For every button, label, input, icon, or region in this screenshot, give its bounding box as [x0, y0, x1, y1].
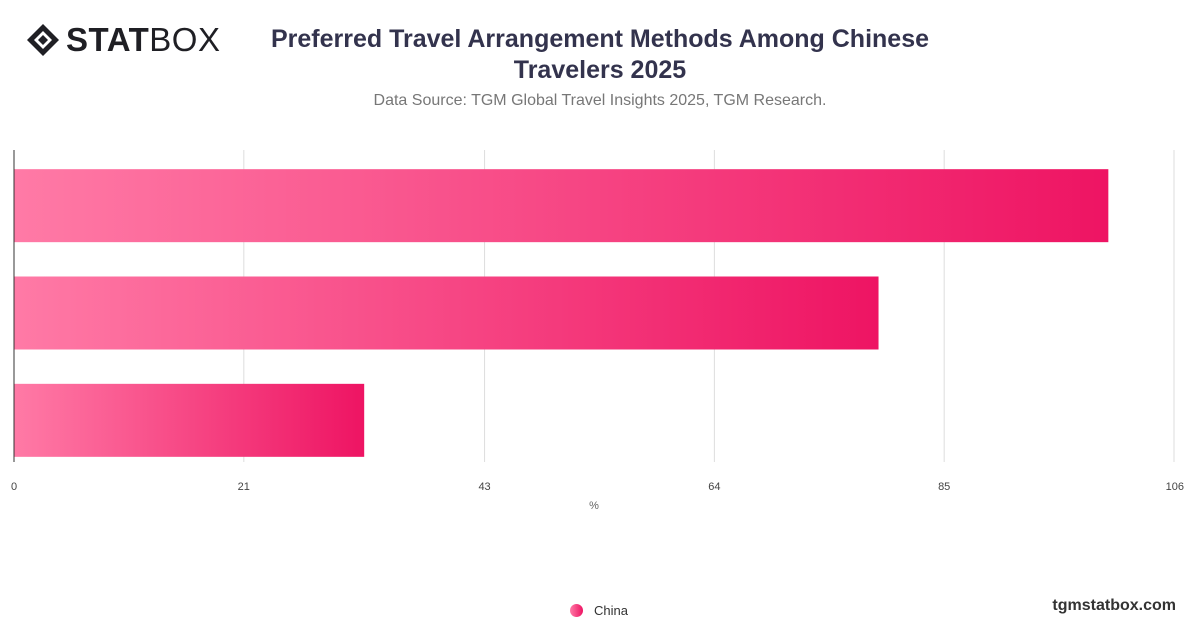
logo-text-bold: STAT: [66, 21, 150, 58]
statbox-diamond-icon: [27, 24, 59, 56]
legend-label-china: China: [594, 603, 628, 618]
legend-marker: [570, 604, 583, 617]
x-axis-title: %: [589, 500, 599, 512]
footer-site-link[interactable]: tgmstatbox.com: [1052, 597, 1176, 614]
x-tick-label-106: 106: [1166, 481, 1184, 493]
logo-text-light: BOX: [149, 21, 221, 58]
chart-subtitle: Data Source: TGM Global Travel Insights …: [373, 92, 827, 109]
x-tick-label-43: 43: [478, 481, 490, 493]
x-tick-label-21: 21: [238, 481, 250, 493]
x-tick-label-0: 0: [11, 481, 17, 493]
bar-1[interactable]: [14, 169, 1109, 243]
bar-2[interactable]: [14, 276, 879, 350]
legend[interactable]: China: [570, 603, 628, 618]
chart-title: Preferred Travel Arrangement Methods Amo…: [270, 25, 930, 84]
statbox-logo: STATBOX: [26, 22, 220, 58]
bar-3[interactable]: [14, 383, 365, 457]
x-tick-label-85: 85: [938, 481, 950, 493]
x-tick-label-64: 64: [708, 481, 720, 493]
